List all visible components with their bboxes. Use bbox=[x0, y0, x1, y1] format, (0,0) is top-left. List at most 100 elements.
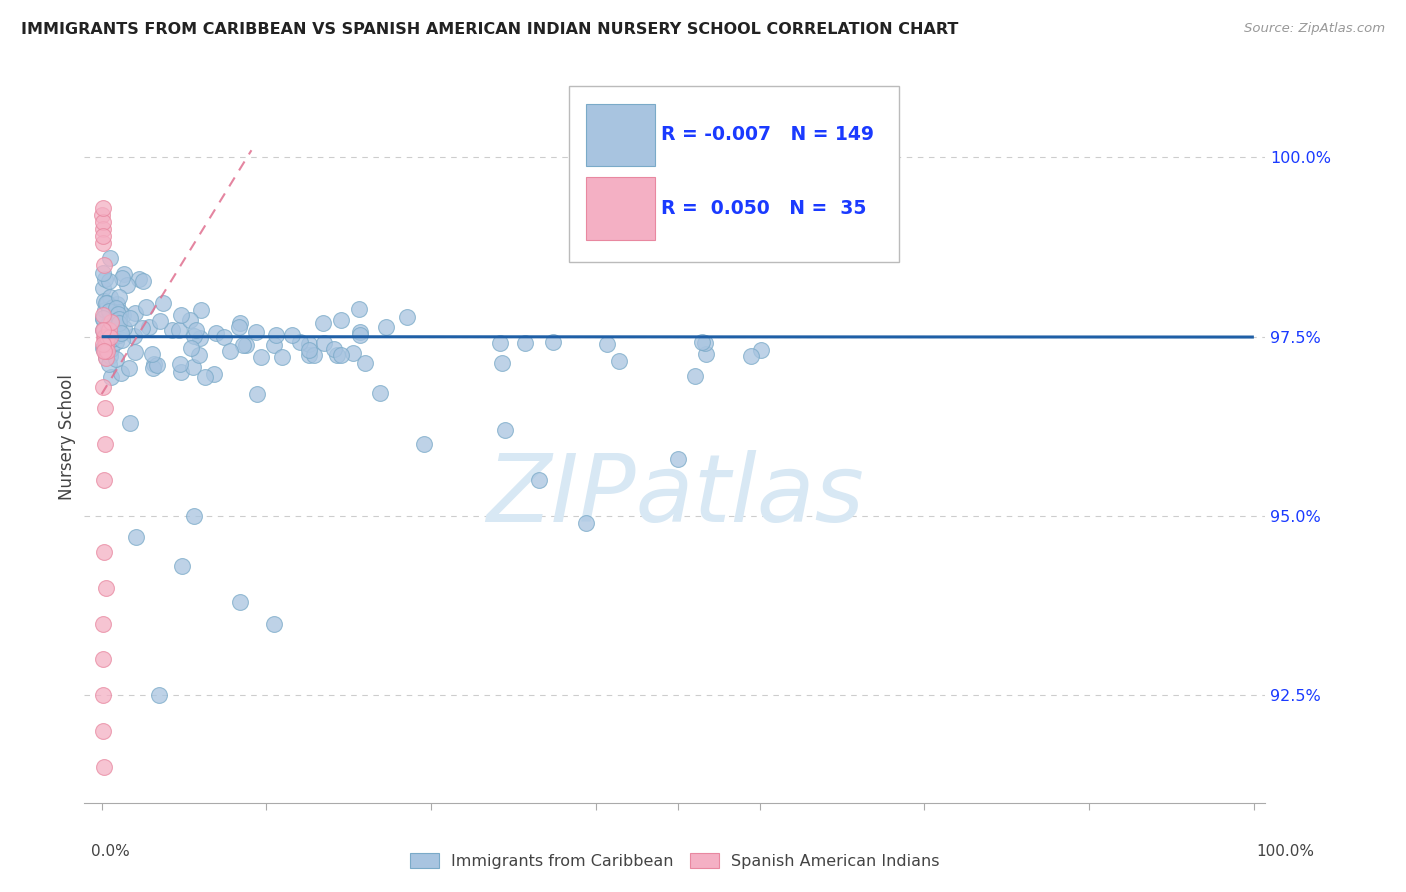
Point bbox=[104, 314, 127, 328]
Point bbox=[170, 308, 193, 322]
Point bbox=[120, 311, 142, 326]
Point bbox=[690, 334, 713, 349]
Point bbox=[141, 347, 163, 361]
Point bbox=[124, 329, 146, 343]
Text: R =  0.050   N =  35: R = 0.050 N = 35 bbox=[661, 199, 866, 218]
Point bbox=[354, 356, 377, 370]
Point bbox=[107, 311, 129, 326]
Point bbox=[229, 595, 252, 609]
Text: Source: ZipAtlas.com: Source: ZipAtlas.com bbox=[1244, 22, 1385, 36]
Point bbox=[529, 473, 551, 487]
Point bbox=[110, 326, 132, 341]
Point bbox=[91, 652, 114, 666]
Point bbox=[180, 341, 202, 355]
Point bbox=[103, 300, 125, 314]
Point bbox=[395, 310, 418, 324]
Point bbox=[413, 437, 436, 451]
Point bbox=[125, 531, 148, 545]
Point bbox=[120, 416, 142, 430]
Point bbox=[98, 274, 121, 288]
Point bbox=[97, 326, 120, 341]
Point bbox=[488, 336, 510, 351]
Point bbox=[683, 369, 706, 384]
Point bbox=[111, 271, 134, 285]
Point bbox=[183, 508, 205, 523]
Point bbox=[93, 229, 115, 244]
Point bbox=[101, 332, 124, 346]
Point bbox=[194, 370, 217, 384]
Point bbox=[190, 331, 212, 345]
Point bbox=[98, 325, 121, 339]
Point bbox=[112, 267, 135, 281]
Point bbox=[148, 688, 170, 702]
Point bbox=[93, 344, 115, 359]
Point bbox=[167, 323, 190, 337]
Point bbox=[110, 304, 132, 318]
Point bbox=[368, 385, 391, 400]
Point bbox=[98, 290, 121, 304]
Point bbox=[322, 342, 344, 356]
Point bbox=[169, 357, 191, 371]
Y-axis label: Nursery School: Nursery School bbox=[58, 374, 76, 500]
Point bbox=[94, 581, 117, 595]
Point bbox=[160, 323, 183, 337]
Point bbox=[91, 312, 114, 326]
Point bbox=[107, 307, 129, 321]
Point bbox=[212, 330, 235, 344]
Point bbox=[184, 322, 207, 336]
Point bbox=[94, 336, 117, 351]
Point bbox=[112, 320, 135, 334]
Point bbox=[103, 312, 125, 326]
Point bbox=[232, 338, 254, 352]
Point bbox=[105, 334, 128, 349]
Point bbox=[124, 345, 146, 359]
Point bbox=[491, 356, 513, 370]
Point bbox=[205, 326, 228, 340]
Point bbox=[146, 358, 169, 372]
Legend: Immigrants from Caribbean, Spanish American Indians: Immigrants from Caribbean, Spanish Ameri… bbox=[404, 847, 946, 875]
Point bbox=[100, 342, 122, 356]
Point bbox=[98, 316, 121, 330]
Point bbox=[97, 321, 120, 335]
Point bbox=[93, 340, 115, 354]
Point bbox=[609, 354, 631, 368]
Point bbox=[270, 350, 292, 364]
Point bbox=[111, 333, 134, 347]
Point bbox=[98, 319, 121, 334]
Point bbox=[124, 306, 146, 320]
Point bbox=[135, 300, 157, 314]
Point bbox=[149, 314, 172, 328]
Point bbox=[229, 316, 252, 330]
Point bbox=[695, 335, 717, 350]
Point bbox=[105, 318, 128, 333]
Point bbox=[93, 473, 115, 487]
Point bbox=[91, 323, 114, 337]
Point bbox=[91, 281, 114, 295]
Point bbox=[347, 302, 370, 317]
Point bbox=[190, 302, 212, 317]
Point bbox=[263, 616, 285, 631]
Point bbox=[183, 329, 205, 343]
Point bbox=[97, 324, 120, 338]
Point bbox=[91, 266, 114, 280]
Point bbox=[93, 401, 115, 416]
Point bbox=[666, 451, 689, 466]
Point bbox=[104, 301, 127, 316]
Point bbox=[100, 318, 122, 332]
Point bbox=[91, 310, 114, 325]
Point bbox=[91, 215, 114, 229]
Point bbox=[246, 387, 269, 401]
Point bbox=[93, 322, 115, 336]
Point bbox=[330, 348, 353, 362]
Point bbox=[96, 296, 118, 310]
Point bbox=[595, 337, 617, 351]
Point bbox=[115, 278, 138, 293]
Point bbox=[93, 336, 115, 351]
Point bbox=[219, 344, 242, 359]
Point bbox=[97, 322, 120, 336]
Point bbox=[93, 329, 115, 343]
Point bbox=[298, 336, 321, 351]
Point bbox=[179, 313, 201, 327]
Point bbox=[574, 516, 596, 530]
Point bbox=[94, 326, 117, 340]
